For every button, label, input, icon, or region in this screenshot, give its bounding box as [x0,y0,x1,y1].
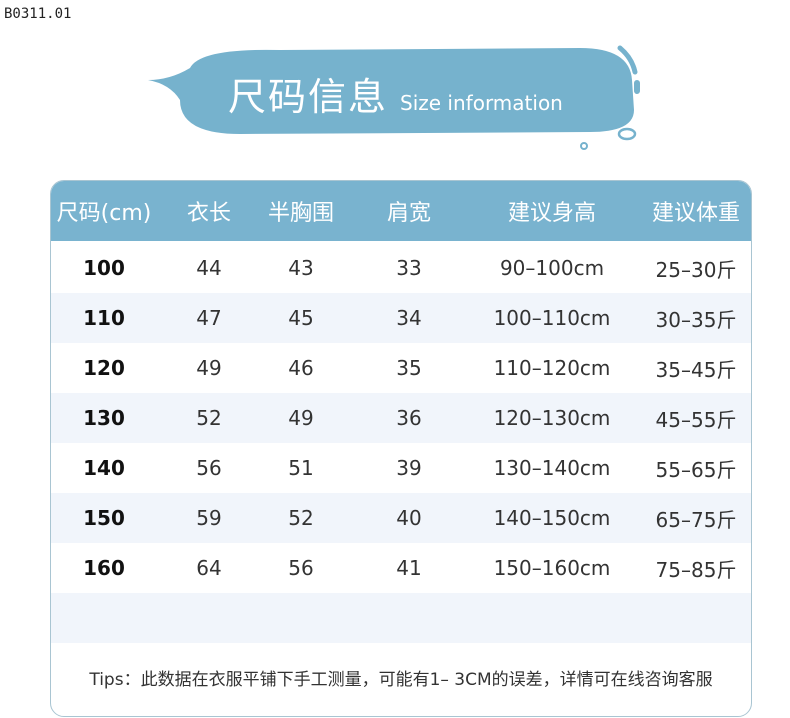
cell-weight: 75–85斤 [655,557,737,582]
cell-shoulder: 41 [396,556,422,580]
cell-half-chest: 52 [288,506,314,530]
cell-half-chest: 51 [288,456,314,480]
cell-shoulder: 34 [396,306,422,330]
header-height: 建议身高 [507,201,597,226]
table-row: 150 59 52 40 140–150cm 65–75斤 [51,493,751,543]
cell-length: 59 [196,506,222,530]
cell-height: 110–120cm [493,356,611,380]
cell-length: 47 [196,306,222,330]
header-weight: 建议体重 [651,201,741,226]
header-half-chest: 半胸围 [267,201,335,226]
cell-height: 140–150cm [493,506,611,530]
header-length: 衣长 [186,201,232,226]
banner-title: 尺码信息 Size information [228,66,563,121]
cell-length: 52 [196,406,222,430]
cell-size: 120 [83,356,125,380]
cell-size: 110 [83,306,125,330]
cell-size: 160 [83,556,125,580]
cell-weight: 30–35斤 [655,307,737,332]
cell-weight: 55–65斤 [655,457,737,482]
cell-shoulder: 39 [396,456,422,480]
cell-shoulder: 33 [396,256,422,280]
cell-length: 44 [196,256,222,280]
empty-row [51,593,751,643]
cell-length: 64 [196,556,222,580]
cell-height: 130–140cm [493,456,611,480]
cell-height: 120–130cm [493,406,611,430]
cell-half-chest: 45 [288,306,314,330]
cell-weight: 35–45斤 [655,357,737,382]
cell-half-chest: 46 [288,356,314,380]
cell-half-chest: 43 [288,256,314,280]
cell-weight: 25–30斤 [655,257,737,282]
table-row: 120 49 46 35 110–120cm 35–45斤 [51,343,751,393]
table-header: 尺码(cm) 衣长 半胸围 肩宽 建议身高 建议体重 [51,181,751,241]
cell-height: 100–110cm [493,306,611,330]
size-table: 尺码(cm) 衣长 半胸围 肩宽 建议身高 建议体重 100 44 43 33 90–1… [50,180,752,717]
cell-shoulder: 36 [396,406,422,430]
cell-length: 56 [196,456,222,480]
cell-shoulder: 35 [396,356,422,380]
tips-text: Tips：此数据在衣服平铺下手工测量，可能有1– 3CM的误差，详情可在线咨询客… [89,670,713,690]
cell-size: 150 [83,506,125,530]
speech-bubble-banner [148,45,640,150]
table-row: 100 44 43 33 90–100cm 25–30斤 [51,243,751,293]
table-row: 160 64 56 41 150–160cm 75–85斤 [51,543,751,593]
cell-half-chest: 49 [288,406,314,430]
cell-shoulder: 40 [396,506,422,530]
cell-height: 150–160cm [493,556,611,580]
cell-weight: 45–55斤 [655,407,737,432]
cell-length: 49 [196,356,222,380]
table-row: 130 52 49 36 120–130cm 45–55斤 [51,393,751,443]
product-code: B0311.01 [4,6,72,22]
cell-size: 100 [83,256,125,280]
title-chinese: 尺码信息 [228,75,389,119]
header-shoulder: 肩宽 [386,201,432,226]
table-row: 110 47 45 34 100–110cm 30–35斤 [51,293,751,343]
title-english: Size information [400,91,563,115]
cell-half-chest: 56 [288,556,314,580]
cell-size: 140 [83,456,125,480]
cell-size: 130 [83,406,125,430]
cell-height: 90–100cm [499,256,605,280]
header-size: 尺码(cm) [56,201,152,226]
table-row: 140 56 51 39 130–140cm 55–65斤 [51,443,751,493]
cell-weight: 65–75斤 [655,507,737,532]
